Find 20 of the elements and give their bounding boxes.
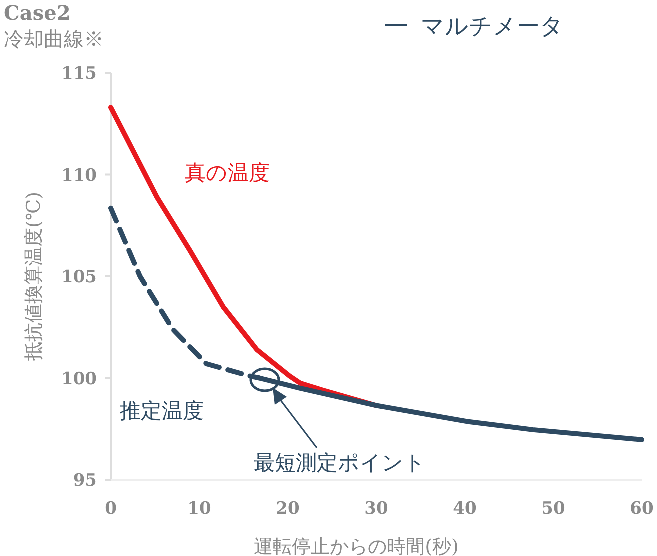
annotation: 真の温度: [185, 161, 270, 185]
y-tick-label: 105: [62, 268, 97, 288]
y-tick-label: 110: [62, 166, 98, 186]
x-tick-label: 40: [453, 499, 477, 519]
x-tick-label: 0: [105, 499, 118, 519]
x-tick-label: 20: [276, 499, 300, 519]
y-tick-label: 100: [62, 369, 98, 390]
chart-subtitle: 冷却曲線※: [4, 27, 104, 51]
x-tick-label: 50: [542, 499, 566, 519]
annotation: 最短測定ポイント: [254, 451, 426, 475]
x-tick-label: 30: [364, 499, 388, 519]
y-axis-title: 抵抗値換算温度(℃): [23, 192, 45, 362]
legend-label: マルチメータ: [421, 14, 564, 40]
chart-title: Case2: [4, 1, 71, 25]
y-tick-label: 115: [62, 64, 97, 84]
x-axis-title: 運転停止からの時間(秒): [254, 536, 459, 556]
x-tick-label: 60: [630, 499, 654, 519]
annotation: 推定温度: [120, 399, 204, 423]
y-tick-label: 95: [73, 471, 97, 491]
x-tick-label: 10: [188, 499, 212, 519]
